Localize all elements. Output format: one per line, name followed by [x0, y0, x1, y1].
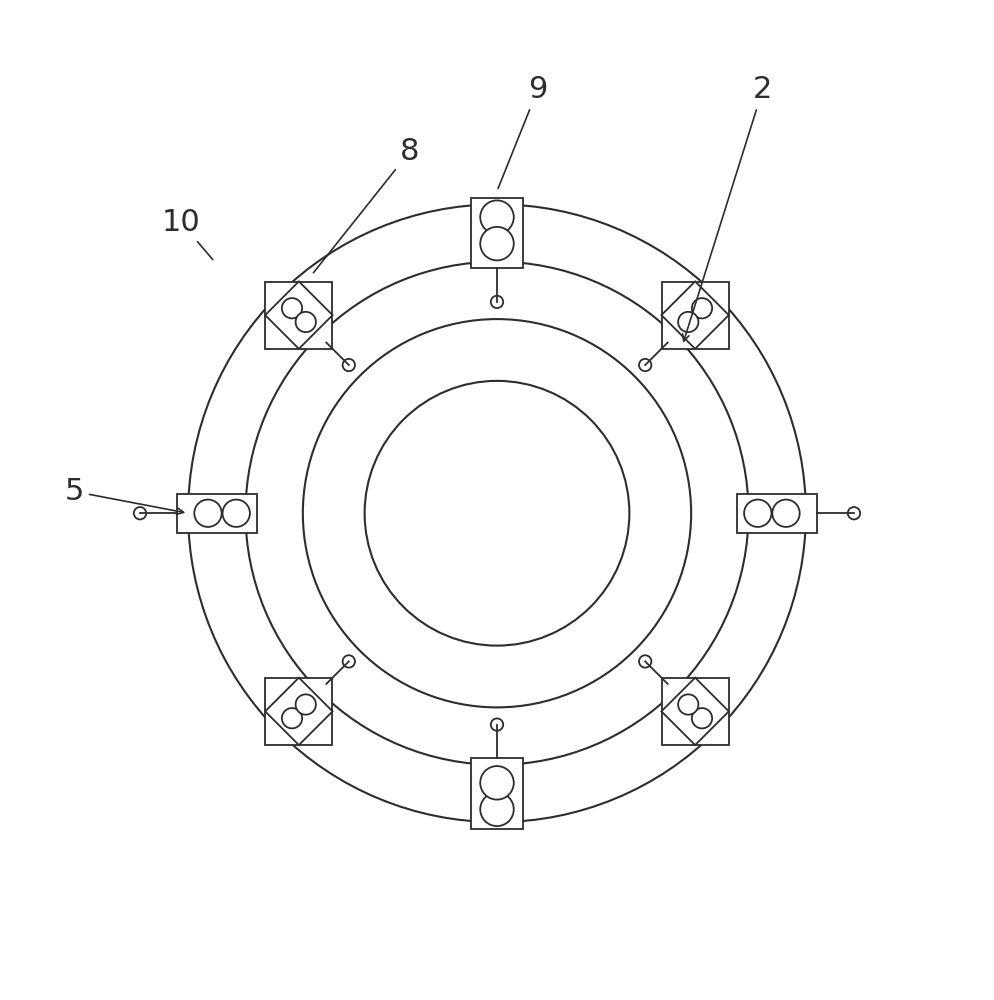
Circle shape — [480, 200, 514, 234]
Circle shape — [480, 766, 514, 800]
Circle shape — [343, 655, 355, 668]
Bar — [265, 282, 332, 349]
Circle shape — [639, 655, 651, 668]
Bar — [662, 678, 729, 745]
Bar — [661, 281, 729, 349]
Bar — [177, 494, 256, 533]
Circle shape — [772, 500, 800, 527]
Circle shape — [343, 359, 355, 371]
Circle shape — [282, 298, 302, 318]
Circle shape — [134, 507, 146, 519]
Text: 2: 2 — [683, 75, 772, 341]
Circle shape — [223, 500, 249, 527]
Circle shape — [295, 312, 316, 332]
Bar — [662, 282, 729, 349]
Circle shape — [692, 298, 712, 318]
Text: 8: 8 — [313, 137, 419, 273]
Circle shape — [848, 507, 860, 519]
Bar — [470, 758, 524, 829]
Bar — [265, 678, 332, 745]
Circle shape — [491, 718, 503, 731]
Bar — [470, 198, 524, 268]
Circle shape — [491, 296, 503, 308]
Circle shape — [745, 500, 771, 527]
Circle shape — [480, 793, 514, 826]
Bar — [661, 678, 729, 745]
Text: 10: 10 — [162, 208, 213, 260]
Circle shape — [282, 708, 302, 728]
Circle shape — [480, 227, 514, 260]
Circle shape — [692, 708, 712, 728]
Text: 5: 5 — [65, 477, 184, 514]
Bar — [265, 281, 333, 349]
Circle shape — [678, 694, 699, 715]
Circle shape — [295, 694, 316, 715]
Circle shape — [194, 500, 222, 527]
Circle shape — [678, 312, 699, 332]
Bar — [265, 678, 333, 745]
Bar — [738, 494, 817, 533]
Text: 9: 9 — [498, 75, 548, 189]
Circle shape — [639, 359, 651, 371]
